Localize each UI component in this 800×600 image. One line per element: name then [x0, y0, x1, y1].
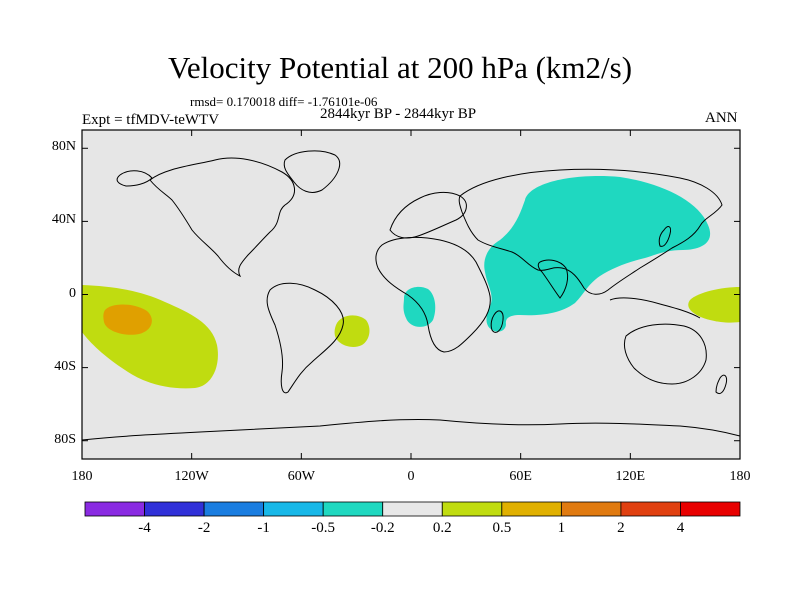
latitude-ticks: [82, 147, 740, 442]
coast-south-america: [266, 282, 344, 394]
coast-australia: [623, 323, 707, 385]
colorbar-label: 1: [557, 520, 566, 536]
coast-africa: [375, 236, 491, 353]
colorbar-box: [263, 501, 324, 517]
longitude-label: 180: [729, 469, 751, 484]
longitude-ticks: [81, 130, 741, 459]
contour-fields: [82, 176, 740, 389]
latitude-label: 80N: [51, 139, 76, 155]
season-label: ANN: [705, 110, 738, 126]
positive-core-east-pacific: [103, 304, 152, 335]
colorbar-label: 0.5: [492, 520, 512, 536]
coast-new-zealand: [715, 374, 727, 395]
latitude-label: 40N: [51, 212, 76, 228]
coast-north-america: [149, 157, 295, 278]
latitude-label: 80S: [54, 431, 76, 447]
coast-indonesia: [609, 297, 701, 319]
colorbar-label: -2: [197, 520, 211, 536]
colorbar-box: [680, 501, 741, 517]
latitude-label: 0: [69, 285, 76, 301]
negative-region-asia: [484, 176, 711, 332]
longitude-label: 120E: [615, 469, 646, 484]
latitude-label: 40S: [54, 358, 76, 374]
colorbar-label: -4: [138, 520, 151, 536]
longitude-label: 180: [71, 469, 93, 484]
longitude-label: 60W: [287, 469, 315, 484]
coast-asia: [458, 168, 723, 295]
coast-india: [537, 259, 569, 299]
coast-greenland: [283, 150, 340, 193]
coast-alaska: [116, 170, 153, 187]
coast-europe: [389, 191, 467, 239]
colorbar-box: [620, 501, 681, 517]
colorbar-box: [322, 501, 384, 517]
positive-region-west-pacific: [688, 287, 740, 323]
negative-region-west-africa: [403, 286, 436, 327]
longitude-label: 0: [407, 469, 415, 484]
colorbar: [84, 501, 741, 517]
colorbar-box: [84, 501, 145, 517]
colorbar-label: 0.2: [432, 520, 452, 536]
longitude-label: 120W: [174, 469, 209, 484]
colorbar-label: -0.2: [370, 520, 395, 536]
colorbar-box: [441, 501, 503, 517]
colorbar-box: [560, 501, 622, 517]
coast-antarctica: [81, 418, 741, 441]
map-title: Velocity Potential at 200 hPa (km2/s): [167, 50, 633, 85]
colorbar-label: 4: [676, 520, 685, 536]
colorbar-box: [382, 501, 443, 517]
experiment-label: Expt = tfMDV-teWTV: [82, 112, 220, 128]
positive-region-south-atlantic: [334, 315, 370, 347]
coast-japan: [658, 226, 671, 247]
stats-text: rmsd= 0.170018 diff= -1.76101e-06: [190, 94, 378, 109]
coast-madagascar: [490, 310, 504, 333]
colorbar-label: -0.5: [311, 520, 336, 536]
coastlines: [81, 150, 741, 441]
colorbar-box: [203, 501, 265, 517]
period-label: 2844kyr BP - 2844kyr BP: [320, 106, 477, 122]
colorbar-box: [501, 501, 562, 517]
colorbar-box: [144, 501, 205, 517]
colorbar-label: 2: [617, 520, 625, 536]
colorbar-label: -1: [257, 520, 270, 536]
longitude-label: 60E: [509, 469, 532, 484]
